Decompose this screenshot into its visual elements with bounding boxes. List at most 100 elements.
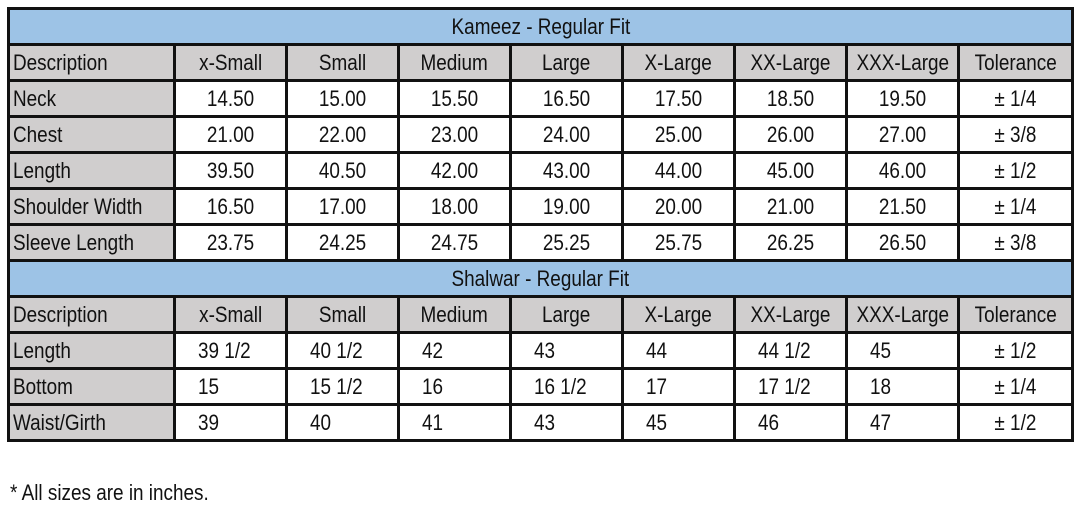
row-label: Bottom [7, 367, 176, 406]
table-row: Neck 14.50 15.00 15.50 16.50 17.50 18.50 19.50 ±… [7, 79, 1075, 118]
measurement-cell: 15.50 [397, 79, 512, 118]
column-header: Small [285, 295, 400, 334]
row-label: Chest [7, 115, 176, 154]
header-row: Description x-Small Small Medium Large X-Larg… [7, 295, 1075, 334]
measurement-cell: 21.00 [173, 115, 288, 154]
column-header: Large [509, 295, 624, 334]
column-header: Medium [397, 43, 512, 82]
table-row: Waist/Girth 39 40 41 43 45 46 47 ± 1/2 [7, 403, 1075, 442]
table-row: Length 39.50 40.50 42.00 43.00 44.00 45.00 46.0… [7, 151, 1075, 190]
measurement-cell: 16 [397, 367, 512, 406]
column-header: Large [509, 43, 624, 82]
column-header: XXX-Large [845, 295, 960, 334]
measurement-cell: 20.00 [621, 187, 736, 226]
measurement-cell: ± 3/8 [956, 223, 1075, 262]
measurement-cell: 17 1/2 [733, 367, 848, 406]
kameez-section: Kameez - Regular Fit Description x-Small Sm… [6, 7, 1075, 262]
row-label: Sleeve Length [7, 223, 176, 262]
kameez-title-row: Kameez - Regular Fit [6, 7, 1075, 46]
measurement-cell: 46 [733, 403, 848, 442]
column-header: x-Small [173, 43, 288, 82]
footnote: * All sizes are in inches. [10, 480, 209, 505]
column-header: Description [7, 295, 176, 334]
measurement-cell: 23.00 [397, 115, 512, 154]
measurement-cell: 43 [509, 331, 624, 370]
measurement-cell: 16.50 [509, 79, 624, 118]
measurement-cell: 18 [845, 367, 960, 406]
column-header: X-Large [621, 43, 736, 82]
measurement-cell: 45.00 [733, 151, 848, 190]
table-row: Bottom 15 15 1/2 16 16 1/2 17 17 1/2 18 ± 1/4 [7, 367, 1075, 406]
measurement-cell: 19.50 [845, 79, 960, 118]
measurement-cell: ± 1/4 [956, 187, 1075, 226]
measurement-cell: 16 1/2 [509, 367, 624, 406]
measurement-cell: 22.00 [285, 115, 400, 154]
measurement-cell: 42.00 [397, 151, 512, 190]
table-row: Shoulder Width 16.50 17.00 18.00 19.00 20.00 2… [7, 187, 1075, 226]
measurement-cell: 43.00 [509, 151, 624, 190]
column-header: Tolerance [956, 43, 1075, 82]
measurement-cell: 17.50 [621, 79, 736, 118]
row-label: Neck [7, 79, 176, 118]
measurement-cell: 26.25 [733, 223, 848, 262]
measurement-cell: ± 3/8 [956, 115, 1075, 154]
measurement-cell: 14.50 [173, 79, 288, 118]
measurement-cell: ± 1/4 [956, 367, 1075, 406]
table-row: Length 39 1/2 40 1/2 42 43 44 44 1/2 45 ± 1/2 [7, 331, 1075, 370]
measurement-cell: 24.25 [285, 223, 400, 262]
measurement-cell: 44 [621, 331, 736, 370]
measurement-cell: 39 [173, 403, 288, 442]
measurement-cell: ± 1/2 [956, 403, 1075, 442]
column-header: X-Large [621, 295, 736, 334]
measurement-cell: 40 1/2 [285, 331, 400, 370]
row-label: Shoulder Width [7, 187, 176, 226]
shalwar-section: Shalwar - Regular Fit Description x-Small S… [6, 259, 1075, 442]
measurement-cell: 25.00 [621, 115, 736, 154]
shalwar-title-row: Shalwar - Regular Fit [6, 259, 1075, 298]
measurement-cell: 18.00 [397, 187, 512, 226]
table-row: Chest 21.00 22.00 23.00 24.00 25.00 26.00 27.00… [7, 115, 1075, 154]
measurement-cell: 26.00 [733, 115, 848, 154]
column-header: Tolerance [956, 295, 1075, 334]
measurement-cell: 15.00 [285, 79, 400, 118]
section-title: Kameez - Regular Fit [6, 7, 1075, 46]
measurement-cell: 15 [173, 367, 288, 406]
row-label: Length [7, 151, 176, 190]
measurement-cell: 41 [397, 403, 512, 442]
measurement-cell: 39 1/2 [173, 331, 288, 370]
column-header: XX-Large [733, 43, 848, 82]
measurement-cell: 47 [845, 403, 960, 442]
measurement-cell: 40.50 [285, 151, 400, 190]
measurement-cell: 44.00 [621, 151, 736, 190]
column-header: x-Small [173, 295, 288, 334]
measurement-cell: 25.25 [509, 223, 624, 262]
row-label: Length [7, 331, 176, 370]
measurement-cell: 45 [621, 403, 736, 442]
measurement-cell: 17 [621, 367, 736, 406]
measurement-cell: 17.00 [285, 187, 400, 226]
measurement-cell: 23.75 [173, 223, 288, 262]
measurement-cell: 43 [509, 403, 624, 442]
measurement-cell: 24.00 [509, 115, 624, 154]
measurement-cell: 26.50 [845, 223, 960, 262]
measurement-cell: 40 [285, 403, 400, 442]
row-label: Waist/Girth [7, 403, 176, 442]
measurement-cell: 19.00 [509, 187, 624, 226]
table-row: Sleeve Length 23.75 24.25 24.75 25.25 25.75 26… [7, 223, 1075, 262]
column-header: Small [285, 43, 400, 82]
measurement-cell: 44 1/2 [733, 331, 848, 370]
measurement-cell: 25.75 [621, 223, 736, 262]
measurement-cell: 21.00 [733, 187, 848, 226]
measurement-cell: ± 1/2 [956, 151, 1075, 190]
column-header: XXX-Large [845, 43, 960, 82]
measurement-cell: 24.75 [397, 223, 512, 262]
measurement-cell: 18.50 [733, 79, 848, 118]
header-row: Description x-Small Small Medium Large X-Larg… [7, 43, 1075, 82]
measurement-cell: 39.50 [173, 151, 288, 190]
measurement-cell: 16.50 [173, 187, 288, 226]
measurement-cell: 15 1/2 [285, 367, 400, 406]
column-header: Medium [397, 295, 512, 334]
measurement-cell: 27.00 [845, 115, 960, 154]
column-header: Description [7, 43, 176, 82]
measurement-cell: 45 [845, 331, 960, 370]
